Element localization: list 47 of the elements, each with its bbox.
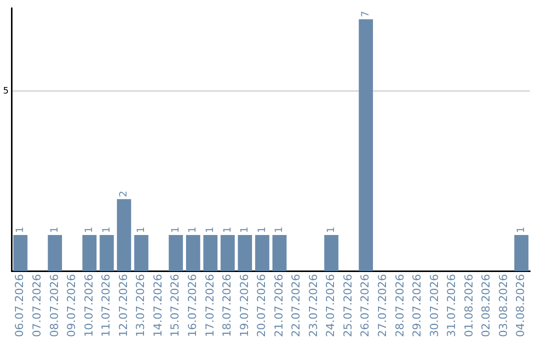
x-tick-label: 03.08.2026 [496, 274, 510, 338]
x-tick-label: 02.08.2026 [480, 274, 493, 338]
x-tick-label: 20.07.2026 [255, 274, 268, 338]
x-tick-label: 24.07.2026 [324, 274, 338, 338]
data-label: 1 [274, 226, 286, 234]
x-tick-label: 04.08.2026 [514, 274, 528, 338]
data-label: 1 [50, 226, 61, 234]
x-tick-label: 08.07.2026 [48, 274, 61, 338]
x-tick-label: 10.07.2026 [82, 274, 96, 338]
x-tick-label: 07.07.2026 [30, 274, 44, 338]
data-label: 1 [222, 226, 234, 234]
x-tick-label: 12.07.2026 [116, 274, 130, 338]
data-label: 1 [170, 226, 182, 234]
x-tick-label: 16.07.2026 [186, 274, 199, 338]
x-tick-label: 14.07.2026 [151, 274, 164, 338]
x-tick-label: 06.07.2026 [13, 274, 26, 338]
data-label: 1 [101, 226, 112, 234]
x-tick-label: 28.07.2026 [393, 274, 406, 338]
data-label: 1 [256, 226, 268, 234]
x-tick-label: 19.07.2026 [238, 274, 251, 338]
data-label: 1 [14, 226, 26, 234]
y-tick-label: 5 [2, 86, 9, 96]
x-tick-label: 27.07.2026 [376, 274, 390, 338]
x-tick-label: 18.07.2026 [220, 274, 234, 338]
data-label: 1 [188, 226, 199, 234]
data-label: 1 [84, 226, 96, 234]
data-label: 2 [118, 190, 130, 198]
data-label: 1 [326, 226, 337, 234]
data-label: 1 [240, 226, 251, 234]
x-tick-label: 13.07.2026 [134, 274, 148, 338]
data-label: 1 [136, 226, 147, 234]
data-label: 7 [360, 10, 372, 18]
x-tick-label: 01.08.2026 [462, 274, 476, 338]
x-tick-label: 25.07.2026 [341, 274, 354, 338]
data-label: 1 [516, 226, 527, 234]
x-tick-label: 21.07.2026 [272, 274, 286, 338]
x-tick-label: 26.07.2026 [358, 274, 372, 338]
x-tick-label: 30.07.2026 [428, 274, 441, 338]
x-tick-label: 11.07.2026 [100, 274, 113, 338]
x-tick-label: 29.07.2026 [410, 274, 424, 338]
x-tick-label: 09.07.2026 [65, 274, 78, 338]
x-tick-label: 23.07.2026 [306, 274, 320, 338]
x-tick-label: 17.07.2026 [203, 274, 216, 338]
x-tick-label: 22.07.2026 [290, 274, 303, 338]
x-tick-label: 15.07.2026 [168, 274, 182, 338]
x-tick-label: 31.07.2026 [445, 274, 458, 338]
data-label: 1 [204, 226, 216, 234]
